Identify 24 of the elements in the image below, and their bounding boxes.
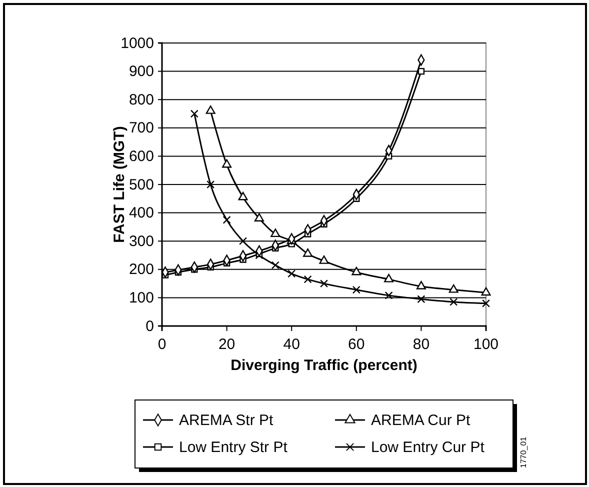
x-tick-label: 40 — [283, 336, 300, 353]
y-tick-label: 200 — [128, 261, 154, 278]
y-tick-label: 800 — [128, 91, 154, 108]
y-tick-label: 0 — [146, 318, 154, 335]
y-tick-label: 400 — [128, 204, 154, 222]
y-tick-label: 100 — [128, 290, 154, 306]
y-tick-label: 700 — [128, 120, 154, 137]
y-tick-label: 500 — [128, 176, 154, 194]
legend-label: Low Entry Cur Pt — [371, 439, 486, 456]
y-tick-label: 600 — [128, 148, 154, 165]
x-tick-label: 60 — [348, 336, 365, 353]
x-tick-label: 20 — [218, 336, 236, 353]
legend-label: Low Entry Str Pt — [179, 439, 288, 456]
y-tick-label: 900 — [128, 63, 154, 80]
legend-label: AREMA Cur Pt — [371, 412, 472, 429]
x-tick-label: 0 — [158, 336, 166, 353]
legend-label: AREMA Str Pt — [179, 412, 274, 429]
x-axis-title: Diverging Traffic (percent) — [230, 357, 418, 374]
x-tick-label: 100 — [473, 336, 499, 353]
y-tick-label: 1000 — [120, 34, 154, 52]
text: 1770_01 — [519, 436, 528, 468]
y-tick-label: 300 — [128, 232, 154, 250]
x-tick-label: 80 — [412, 336, 430, 353]
y-axis-title: FAST Life (MGT) — [111, 126, 128, 243]
